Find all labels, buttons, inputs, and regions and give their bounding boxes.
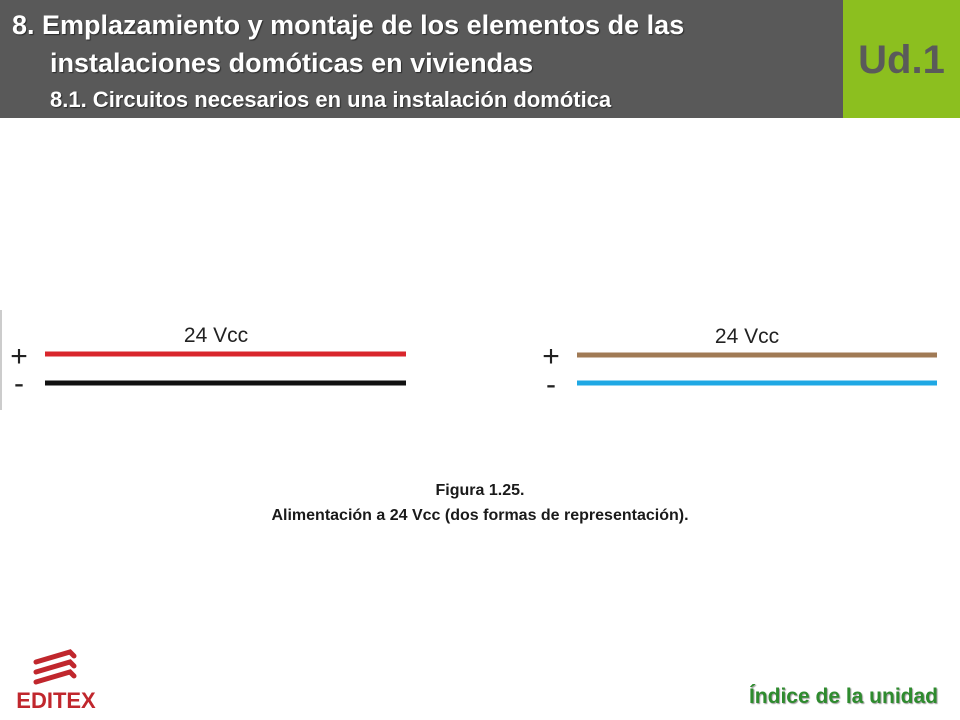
editex-logo: EDITEX <box>16 649 96 713</box>
figure-description: Alimentación a 24 Vcc (dos formas de rep… <box>271 507 689 524</box>
book-stack-icon <box>33 649 77 685</box>
slide-header: 8. Emplazamiento y montaje de los elemen… <box>0 0 843 118</box>
figure-number: Figura 1.25. <box>435 482 525 499</box>
subsection-title: 8.1. Circuitos necesarios en una instala… <box>50 87 612 112</box>
left-positive-symbol: + <box>10 340 28 373</box>
figure-caption: Figura 1.25. Alimentación a 24 Vcc (dos … <box>0 478 960 528</box>
left-negative-symbol: - <box>14 367 24 400</box>
section-title-continued: instalaciones domóticas en viviendas <box>50 48 534 78</box>
left-voltage-label: 24 Vcc <box>184 324 248 347</box>
right-voltage-label: 24 Vcc <box>715 325 779 348</box>
unit-label: Ud.1 <box>858 38 945 82</box>
right-negative-symbol: - <box>546 368 556 401</box>
logo-wordmark: EDITEX <box>16 688 96 713</box>
unit-index-link[interactable]: Índice de la unidad <box>748 685 938 708</box>
right-positive-symbol: + <box>542 340 560 373</box>
power-supply-diagram: 24 Vcc + - 24 Vcc + - <box>0 310 937 410</box>
section-title: 8. Emplazamiento y montaje de los elemen… <box>12 10 685 40</box>
unit-badge: Ud.1 <box>843 0 960 118</box>
